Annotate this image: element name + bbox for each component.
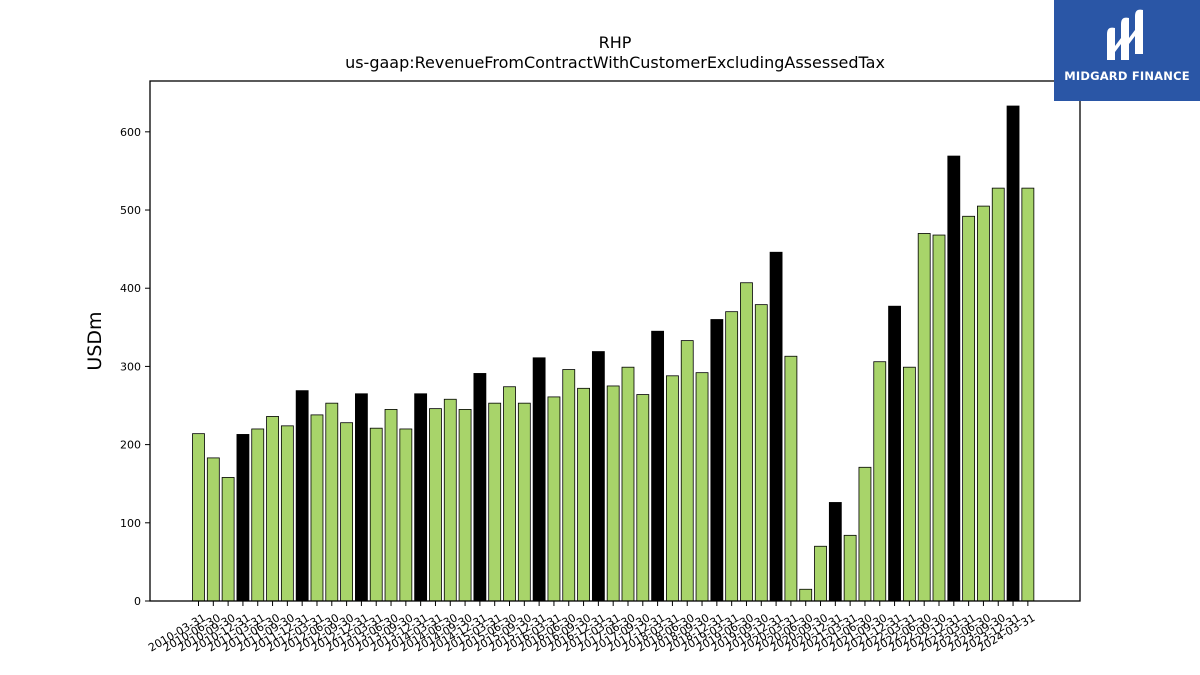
x-axis-ticks: 2010-03-312010-06-302010-09-302010-12-31… <box>146 601 1037 654</box>
bar-2012-03-31 <box>310 414 324 602</box>
bar-2016-06-30 <box>562 369 576 602</box>
bar-2023-12-31 <box>1006 105 1020 602</box>
bar-2017-09-30 <box>636 394 650 602</box>
bar-2017-06-30 <box>621 366 635 602</box>
y-tick-label: 400 <box>120 282 141 295</box>
bar-2019-03-31 <box>725 311 739 602</box>
plot-frame <box>149 80 1081 602</box>
chart-subtitle: us-gaap:RevenueFromContractWithCustomerE… <box>345 53 885 72</box>
bar-2014-06-30 <box>443 398 457 602</box>
y-axis-ticks: 0 100 200 300 400 500 600 <box>120 126 150 608</box>
bar-2014-09-30 <box>458 409 472 602</box>
bar-2018-03-31 <box>666 375 679 602</box>
bar-2015-03-31 <box>488 402 502 602</box>
bar-2021-09-30 <box>873 361 887 602</box>
bar-2022-06-30 <box>917 233 931 602</box>
bar-2020-06-30 <box>799 588 813 602</box>
bar-2021-03-31 <box>843 534 857 602</box>
bar-2019-12-31 <box>769 251 783 602</box>
bar-2022-09-30 <box>932 234 946 602</box>
bar-2013-09-30 <box>399 428 413 602</box>
bar-2021-12-31 <box>888 305 901 602</box>
bar-2013-12-31 <box>414 393 428 602</box>
bar-2011-09-30 <box>280 425 294 602</box>
bar-2022-03-31 <box>902 366 916 602</box>
bar-2013-06-30 <box>384 409 398 602</box>
chart-title: RHP <box>599 33 632 52</box>
bar-2023-03-31 <box>962 215 976 602</box>
bar-2013-03-31 <box>369 427 383 602</box>
bar-2023-09-30 <box>991 187 1005 602</box>
bar-2018-06-30 <box>680 340 694 602</box>
bar-2012-12-31 <box>355 393 368 602</box>
y-tick-label: 200 <box>120 439 141 452</box>
bar-2015-12-31 <box>532 357 546 602</box>
bars-group <box>192 105 1035 602</box>
bar-2012-06-30 <box>325 402 339 602</box>
bar-2023-06-30 <box>977 205 990 602</box>
bar-2022-12-31 <box>947 155 961 602</box>
bar-2020-03-31 <box>784 355 798 602</box>
bar-2011-03-31 <box>251 428 265 602</box>
midgard-finance-logo: MIDGARD FINANCE <box>1054 0 1200 101</box>
bar-2019-09-30 <box>754 304 768 602</box>
bar-2010-12-31 <box>236 434 250 602</box>
bar-2011-12-31 <box>295 390 309 602</box>
bar-2017-03-31 <box>606 385 620 602</box>
bar-2011-06-30 <box>266 416 279 602</box>
y-tick-label: 100 <box>120 517 141 530</box>
logo-text: MIDGARD FINANCE <box>1064 69 1190 83</box>
bar-2020-12-31 <box>828 502 842 602</box>
y-tick-label: 300 <box>120 360 141 373</box>
bar-2018-12-31 <box>710 319 724 602</box>
y-tick-label: 600 <box>120 126 141 139</box>
bar-2016-12-31 <box>591 351 605 602</box>
bar-2017-12-31 <box>651 330 665 602</box>
y-tick-label: 500 <box>120 204 141 217</box>
bar-2010-06-30 <box>206 457 220 602</box>
y-tick-label: 0 <box>134 595 141 608</box>
bar-2014-03-31 <box>429 408 442 602</box>
bar-2019-06-30 <box>740 282 753 602</box>
bar-2015-09-30 <box>517 402 531 602</box>
y-axis-label: USDm <box>84 311 106 370</box>
bar-2018-09-30 <box>695 372 709 602</box>
bar-2010-09-30 <box>221 477 235 602</box>
bar-2016-09-30 <box>577 387 590 602</box>
bar-2024-03-31 <box>1021 187 1035 602</box>
bar-2010-03-31 <box>192 433 205 602</box>
bar-2016-03-31 <box>547 396 561 602</box>
bar-2012-09-30 <box>340 422 354 602</box>
bar-2021-06-30 <box>858 466 872 602</box>
bar-2020-09-30 <box>814 545 827 602</box>
bar-2014-12-31 <box>473 373 487 602</box>
midgard-logo-icon <box>1107 9 1143 61</box>
bar-2015-06-30 <box>503 386 516 602</box>
